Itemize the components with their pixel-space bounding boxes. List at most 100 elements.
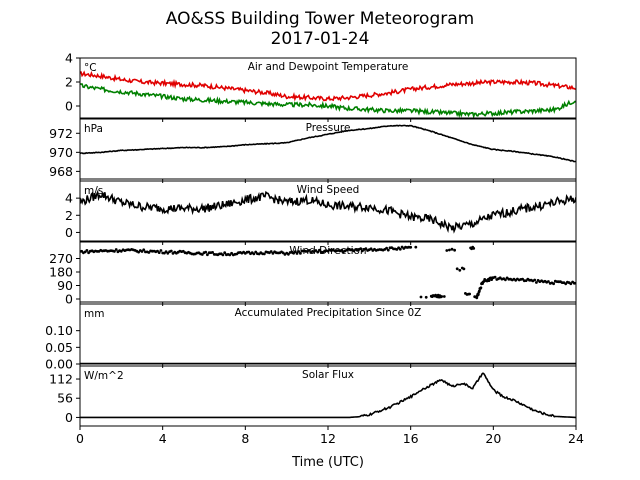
- wind-direction-point: [424, 295, 428, 299]
- wind-direction-point: [114, 248, 118, 251]
- panel-unit: mm: [84, 308, 104, 320]
- y-tick-label: 0: [65, 410, 73, 425]
- wind-direction-point: [419, 295, 423, 299]
- y-tick-label: 180: [49, 265, 73, 280]
- y-tick-label: 0.05: [45, 340, 73, 355]
- wind-direction-point: [445, 249, 449, 252]
- panel-title: Accumulated Precipitation Since 0Z: [235, 307, 422, 319]
- panels: 0 2 4 °C Air and Dewpoint Temperature 968 970 9…: [45, 51, 577, 430]
- wind-direction-point: [142, 248, 146, 252]
- panel-0: 0 2 4 °C Air and Dewpoint Temperature: [65, 51, 577, 122]
- y-tick-label: 968: [49, 164, 73, 179]
- wind-direction-point: [458, 268, 462, 272]
- figure-subtitle: 2017-01-24: [271, 29, 370, 49]
- panel-5-plot: [80, 372, 576, 419]
- wind-direction-point: [364, 247, 368, 251]
- wind-direction-point: [204, 250, 208, 254]
- y-tick-label: 0: [65, 225, 73, 240]
- wind-direction-point: [299, 252, 302, 255]
- wind-direction-point: [468, 292, 471, 296]
- y-tick-label: 0: [65, 292, 73, 307]
- x-tick-label: 8: [241, 431, 249, 446]
- wind-direction-point: [476, 293, 480, 296]
- panel-title: Air and Dewpoint Temperature: [248, 61, 409, 73]
- panel-1: 968 970 972 hPa Pressure: [49, 118, 577, 183]
- x-tick-label: 20: [485, 431, 501, 446]
- wind-direction-point: [450, 247, 454, 251]
- x-axis: 0 4 8 12 16 20 24: [76, 431, 584, 446]
- wind-direction-point: [206, 253, 209, 257]
- wind-direction-point: [318, 248, 321, 252]
- x-axis-label: Time (UTC): [291, 455, 364, 470]
- panel-3-plot: [80, 245, 576, 300]
- wind-direction-point: [159, 249, 163, 252]
- wind-direction-point: [442, 295, 446, 298]
- wind-direction-point: [504, 278, 507, 282]
- wind-direction-point: [569, 282, 573, 286]
- wind-direction-point: [359, 247, 363, 251]
- panel-unit: m/s: [84, 185, 103, 197]
- wind-direction-point: [448, 248, 451, 252]
- wind-direction-point: [455, 267, 459, 271]
- wind-direction-point: [157, 251, 161, 255]
- wind-direction-point: [140, 250, 144, 253]
- wind-direction-point: [475, 296, 479, 300]
- series-line-5-0: [80, 372, 576, 419]
- wind-direction-point: [478, 289, 481, 293]
- wind-direction-point: [533, 278, 537, 282]
- wind-direction-point: [287, 252, 290, 256]
- wind-direction-point: [398, 247, 402, 251]
- y-tick-label: 4: [65, 51, 73, 66]
- wind-direction-point: [535, 281, 538, 284]
- panel-unit: W/m^2: [84, 370, 124, 382]
- y-tick-label: 2: [65, 208, 73, 223]
- x-tick-label: 16: [403, 431, 419, 446]
- wind-direction-point: [252, 252, 256, 256]
- series-line-0-1: [80, 83, 576, 118]
- y-tick-label: 270: [49, 251, 73, 266]
- wind-direction-point: [453, 248, 456, 252]
- wind-direction-point: [369, 247, 373, 251]
- panel-5: 0 56 112 W/m^2 Solar Flux: [49, 365, 577, 430]
- wind-direction-point: [307, 249, 311, 252]
- wind-direction-point: [247, 250, 251, 254]
- wind-direction-point: [462, 267, 466, 271]
- series-line-0-0: [80, 70, 576, 102]
- y-tick-label: 970: [49, 145, 73, 160]
- y-tick-label: 0.10: [45, 323, 73, 338]
- wind-direction-point: [293, 250, 297, 254]
- wind-direction-point: [479, 286, 483, 290]
- panel-title: Pressure: [306, 122, 351, 134]
- wind-direction-point: [269, 250, 273, 253]
- wind-direction-point: [113, 250, 116, 253]
- wind-direction-point: [169, 249, 173, 253]
- y-tick-label: 4: [65, 191, 73, 206]
- panel-title: Solar Flux: [302, 369, 354, 381]
- wind-direction-point: [487, 279, 491, 282]
- wind-direction-point: [547, 280, 550, 283]
- y-tick-label: 90: [57, 278, 73, 293]
- wind-direction-point: [440, 295, 444, 298]
- wind-direction-point: [295, 252, 299, 255]
- series-line-1-0: [80, 124, 576, 163]
- series-line-2-0: [80, 189, 576, 234]
- panel-2-plot: [80, 189, 576, 234]
- wind-direction-point: [262, 252, 266, 256]
- panel-unit: °C: [84, 62, 97, 74]
- wind-direction-point: [228, 253, 232, 257]
- figure-title: AO&SS Building Tower Meteorogram: [166, 9, 474, 29]
- y-tick-label: 112: [49, 372, 73, 387]
- wind-direction-point: [254, 250, 258, 254]
- wind-direction-point: [223, 251, 227, 255]
- wind-direction-point: [314, 249, 318, 252]
- wind-direction-point: [164, 250, 168, 254]
- wind-direction-point: [552, 282, 555, 286]
- wind-direction-point: [414, 245, 418, 249]
- wind-direction-point: [386, 248, 390, 252]
- wind-direction-point: [409, 245, 413, 249]
- panel-4: 0.00 0.05 0.10 mm Accumulated Precipitation …: [45, 303, 577, 372]
- x-tick-label: 0: [76, 431, 84, 446]
- x-tick-label: 4: [159, 431, 167, 446]
- panel-1-plot: [80, 124, 576, 163]
